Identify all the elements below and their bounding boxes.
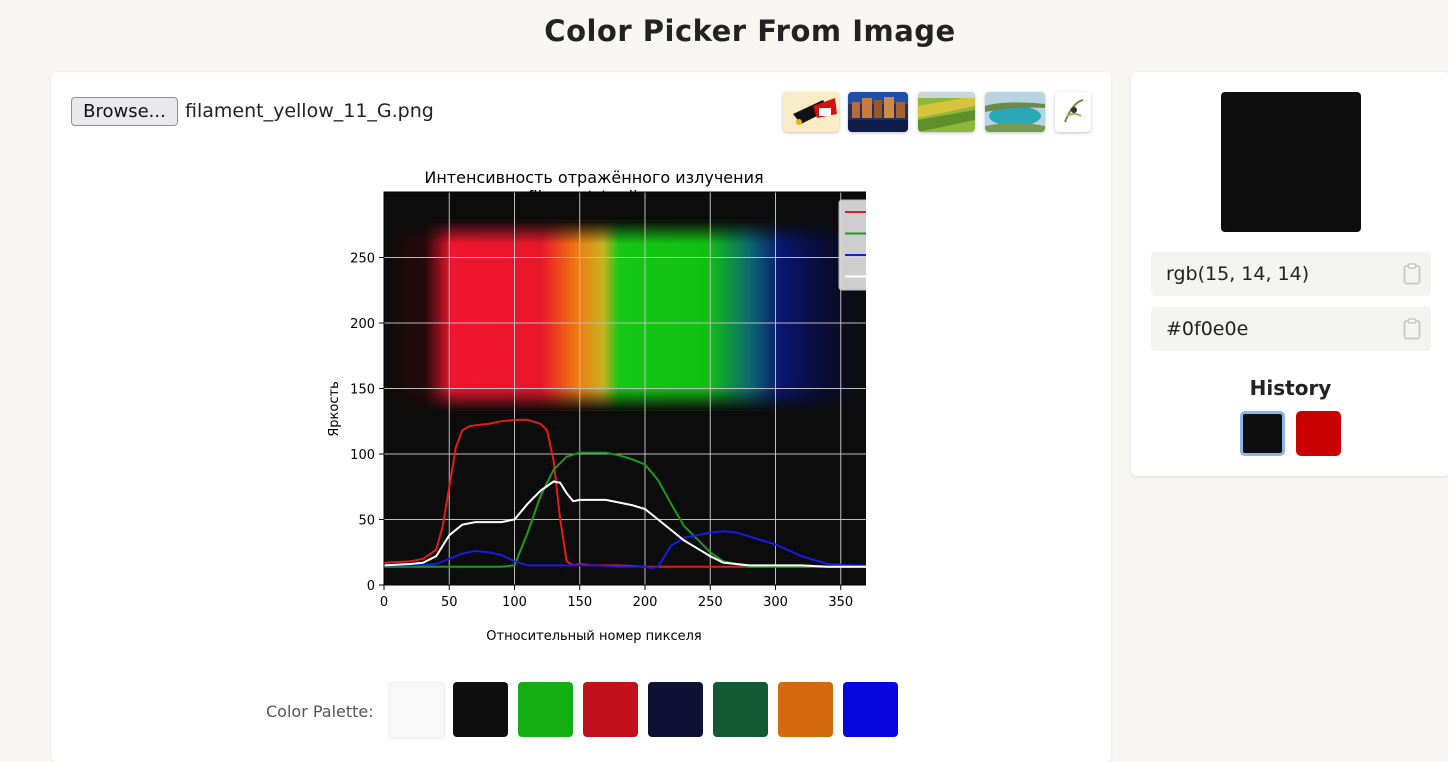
x-axis-label: Относительный номер пикселя — [486, 629, 701, 644]
x-tick-label: 300 — [763, 595, 788, 610]
x-tick-label: 0 — [380, 595, 388, 610]
image-panel: Browse... filament_yellow_11_G.png — [51, 72, 1111, 762]
history-title: History — [1249, 376, 1332, 400]
city-night-image — [848, 92, 908, 132]
spectrum-band-fade — [384, 220, 906, 411]
palette-swatch[interactable] — [778, 682, 833, 737]
y-tick-label: 250 — [350, 252, 375, 267]
palette-swatch[interactable] — [453, 682, 508, 737]
y-tick-label: 100 — [350, 448, 375, 463]
series-line-l — [383, 480, 906, 568]
x-tick-label: 50 — [441, 595, 458, 610]
history-swatch[interactable] — [1240, 411, 1285, 456]
rgb-value-box[interactable]: rgb(15, 14, 14) — [1151, 252, 1431, 296]
coast-bay-image — [985, 92, 1045, 132]
color-preview-swatch — [1221, 92, 1361, 232]
browse-button[interactable]: Browse... — [71, 97, 178, 126]
bird-sketch-image — [1055, 92, 1091, 132]
y-tick-label: 50 — [358, 514, 375, 529]
series-line-b — [384, 530, 906, 570]
city-night-thumbnail[interactable] — [848, 92, 908, 132]
hex-value: #0f0e0e — [1166, 318, 1249, 340]
palette-label: Color Palette: — [266, 702, 374, 721]
x-tick-label: 150 — [567, 595, 592, 610]
palette-swatch[interactable] — [648, 682, 703, 737]
chart-series — [383, 418, 906, 570]
abstract-art-image — [783, 92, 839, 132]
file-name-label: filament_yellow_11_G.png — [185, 100, 434, 122]
abstract-art-thumbnail[interactable] — [783, 92, 839, 132]
fields-aerial-thumbnail[interactable] — [918, 92, 975, 132]
rgb-value: rgb(15, 14, 14) — [1166, 263, 1310, 285]
y-tick-label: 150 — [350, 383, 375, 398]
x-tick-label: 250 — [698, 595, 723, 610]
page-title: Color Picker From Image — [544, 14, 956, 48]
spectrum-chart-svg[interactable]: Интенсивность отражённого излучения fila… — [266, 164, 907, 644]
series-line-g — [384, 451, 906, 568]
palette-swatch[interactable] — [843, 682, 898, 737]
copy-rgb-clipboard-icon[interactable] — [1403, 263, 1421, 285]
chart-title: Интенсивность отражённого излучения — [424, 168, 763, 187]
y-tick-label: 200 — [350, 317, 375, 332]
palette-swatch[interactable] — [583, 682, 638, 737]
y-tick-label: 0 — [367, 579, 375, 594]
palette-swatch[interactable] — [518, 682, 573, 737]
x-tick-label: 200 — [633, 595, 658, 610]
x-tick-label: 350 — [828, 595, 853, 610]
chart-legend: rgbl — [838, 199, 900, 291]
bird-sketch-thumbnail[interactable] — [1055, 92, 1091, 132]
history-swatch[interactable] — [1296, 411, 1341, 456]
copy-hex-clipboard-icon[interactable] — [1403, 318, 1421, 340]
chart-grid — [384, 192, 906, 585]
y-axis-label: Яркость — [327, 381, 342, 436]
x-tick-label: 100 — [502, 595, 527, 610]
palette-swatch[interactable] — [713, 682, 768, 737]
spectrum-chart[interactable]: Интенсивность отражённого излучения fila… — [266, 164, 907, 648]
fields-aerial-image — [918, 92, 975, 132]
coast-bay-thumbnail[interactable] — [985, 92, 1045, 132]
chart-axes: 0 50 100 150 200 250 300 350 0 50 100 150 200 250 — [350, 191, 907, 610]
picked-color-panel: rgb(15, 14, 14) #0f0e0e History — [1131, 72, 1448, 476]
palette-swatch[interactable] — [388, 682, 445, 739]
hex-value-box[interactable]: #0f0e0e — [1151, 307, 1431, 351]
